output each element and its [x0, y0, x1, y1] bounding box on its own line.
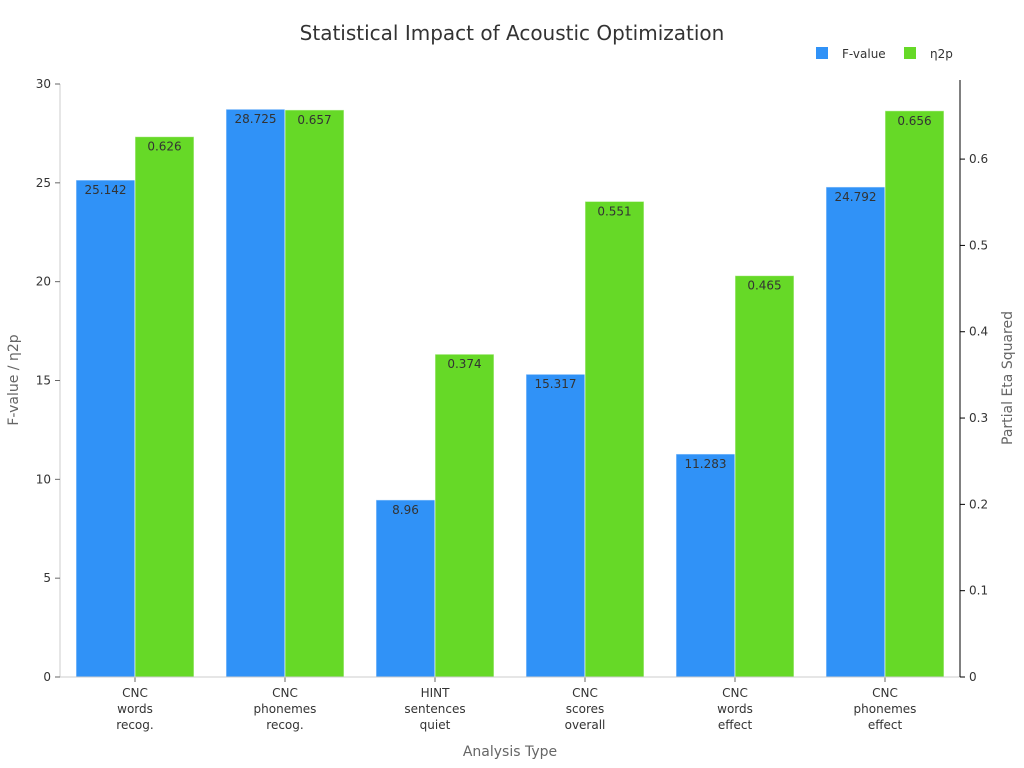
y-tick-label: 0	[43, 670, 51, 684]
data-label: 0.626	[147, 140, 181, 154]
bar-eta2p	[584, 200, 645, 678]
data-label: 0.551	[597, 204, 631, 218]
data-label: 24.792	[835, 190, 877, 204]
x-tick-label: CNC	[872, 686, 898, 700]
x-axis-label: Analysis Type	[463, 744, 557, 760]
x-tick-label: overall	[565, 718, 606, 732]
bar-f-value	[825, 186, 886, 678]
y-right-tick-label: 0.5	[969, 238, 988, 252]
y-right-tick-label: 0	[969, 670, 977, 684]
data-label: 0.374	[447, 357, 481, 371]
x-tick-label: HINT	[421, 686, 451, 700]
bar-eta2p	[734, 275, 795, 678]
data-label: 8.96	[392, 503, 419, 517]
bar-eta2p	[134, 136, 195, 678]
y-right-tick-label: 0.2	[969, 497, 988, 511]
y-tick-label: 10	[36, 472, 51, 486]
bars: 25.142 0.626 28.725 0.657 8.96 0.374 15.317 0.5…	[75, 108, 945, 678]
legend-swatch	[904, 47, 916, 59]
x-tick-label: words	[717, 702, 753, 716]
bar-f-value	[75, 179, 136, 678]
data-label: 11.283	[685, 457, 727, 471]
bar-f-value	[375, 499, 436, 678]
legend: F-value η2p	[816, 47, 953, 61]
x-tick-label: sentences	[404, 702, 465, 716]
x-tick-label: recog.	[266, 718, 303, 732]
x-tick-label: effect	[718, 718, 753, 732]
bar-eta2p	[284, 109, 345, 678]
legend-label: F-value	[842, 47, 886, 61]
y-right-tick-label: 0.4	[969, 325, 988, 339]
axes: CNC words recog. CNC phonemes recog. HINT sente…	[36, 77, 988, 732]
x-tick-label: quiet	[420, 718, 451, 732]
bar-f-value	[525, 373, 586, 678]
x-tick-label: CNC	[122, 686, 148, 700]
data-label: 0.465	[747, 279, 781, 293]
x-tick-label: phonemes	[254, 702, 317, 716]
x-tick-label: CNC	[272, 686, 298, 700]
y-axis-label: F-value / η2p	[6, 334, 22, 425]
x-tick-label: scores	[566, 702, 605, 716]
y-tick-label: 5	[43, 571, 51, 585]
x-tick-label: recog.	[116, 718, 153, 732]
data-label: 0.656	[897, 114, 931, 128]
legend-swatch	[816, 47, 828, 59]
x-tick-label: effect	[868, 718, 903, 732]
bar-eta2p	[884, 110, 945, 678]
y-tick-label: 15	[36, 374, 51, 388]
legend-label: η2p	[930, 47, 953, 61]
y-right-tick-label: 0.6	[969, 152, 988, 166]
y-axis-right-label: Partial Eta Squared	[1000, 311, 1016, 445]
y-tick-label: 30	[36, 77, 51, 91]
y-right-tick-label: 0.1	[969, 584, 988, 598]
y-right-tick-label: 0.3	[969, 411, 988, 425]
data-label: 28.725	[235, 112, 277, 126]
data-label: 25.142	[85, 183, 127, 197]
data-label: 0.657	[297, 113, 331, 127]
data-label: 15.317	[535, 377, 577, 391]
y-tick-label: 25	[36, 176, 51, 190]
x-tick-label: CNC	[722, 686, 748, 700]
x-tick-label: CNC	[572, 686, 598, 700]
bar-eta2p	[434, 353, 495, 678]
chart-title: Statistical Impact of Acoustic Optimizat…	[300, 21, 725, 45]
x-tick-label: phonemes	[854, 702, 917, 716]
bar-f-value	[675, 453, 736, 678]
y-tick-label: 20	[36, 275, 51, 289]
bar-f-value	[225, 108, 286, 678]
x-tick-label: words	[117, 702, 153, 716]
